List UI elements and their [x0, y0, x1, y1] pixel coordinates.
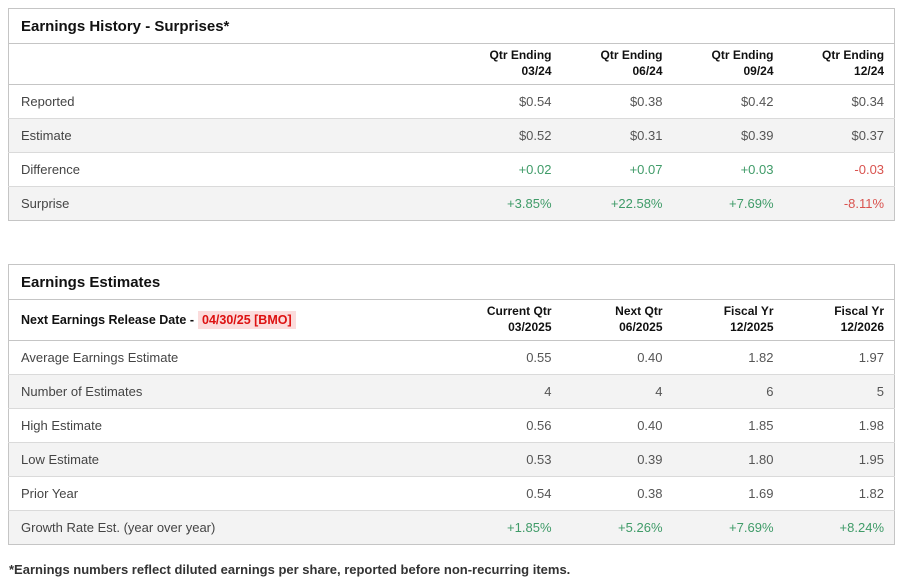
column-header-current-qtr: Current Qtr 03/2025 [450, 299, 562, 342]
table-row-prior-year: Prior Year 0.54 0.38 1.69 1.82 [8, 476, 895, 511]
cell-value: 0.55 [526, 350, 552, 366]
table-row-estimate: Estimate $0.52 $0.31 $0.39 $0.37 [8, 118, 895, 153]
row-label: Estimate [8, 118, 451, 153]
cell-value-positive: +0.02 [450, 152, 562, 187]
earnings-history-title-row: Earnings History - Surprises* [8, 8, 895, 44]
row-label: Average Earnings Estimate [21, 350, 179, 366]
cell-value-positive: +7.69% [672, 186, 784, 221]
cell-value: 1.82 [748, 350, 774, 366]
cell-value: 0.53 [450, 442, 562, 477]
cell-value: 0.54 [450, 476, 562, 511]
cell-value: 0.38 [561, 476, 673, 511]
cell-value: 1.85 [672, 408, 784, 443]
cell-value-positive: +3.85% [450, 186, 562, 221]
cell-value: 5 [783, 374, 895, 409]
cell-value: 0.56 [450, 408, 562, 443]
row-label: Reported [21, 94, 75, 110]
table-row-difference: Difference +0.02 +0.07 +0.03 -0.03 [8, 152, 895, 187]
cell-value: 4 [450, 374, 562, 409]
earnings-estimates-header-row: Next Earnings Release Date - 04/30/25 [BM… [8, 299, 895, 342]
column-header-fiscal-yr-2026: Fiscal Yr 12/2026 [783, 299, 895, 342]
table-row-low-estimate: Low Estimate 0.53 0.39 1.80 1.95 [8, 442, 895, 477]
cell-value-positive: +5.26% [561, 510, 673, 545]
column-header-next-qtr: Next Qtr 06/2025 [561, 299, 673, 342]
cell-value-positive: +22.58% [561, 186, 673, 221]
cell-value: 1.82 [783, 476, 895, 511]
cell-value: 0.40 [561, 408, 673, 443]
cell-value: $0.39 [672, 118, 784, 153]
table-row-high-estimate: High Estimate 0.56 0.40 1.85 1.98 [8, 408, 895, 443]
cell-value: $0.42 [740, 94, 774, 110]
earnings-footnote: *Earnings numbers reflect diluted earnin… [9, 562, 571, 578]
column-header-qtr-0324: Qtr Ending 03/24 [450, 43, 562, 86]
cell-value-positive: +7.69% [672, 510, 784, 545]
cell-value-negative: -8.11% [783, 186, 895, 221]
cell-value: 1.95 [783, 442, 895, 477]
cell-value-positive: +0.07 [561, 152, 673, 187]
row-label: Low Estimate [8, 442, 451, 477]
column-header-qtr-1224: Qtr Ending 12/24 [783, 43, 895, 86]
row-label: Surprise [8, 186, 451, 221]
earnings-history-title: Earnings History - Surprises* [8, 8, 895, 44]
earnings-estimates-title-row: Earnings Estimates [8, 264, 895, 301]
row-label: Number of Estimates [8, 374, 451, 409]
column-header-qtr-0624: Qtr Ending 06/24 [561, 43, 673, 86]
cell-value-positive: +8.24% [783, 510, 895, 545]
cell-value-positive: +0.03 [672, 152, 784, 187]
cell-value-positive: +1.85% [450, 510, 562, 545]
table-row-average-earnings-estimate: Average Earnings Estimate 0.55 0.40 1.82… [9, 341, 895, 375]
release-date-value: 04/30/25 [BMO] [198, 310, 296, 329]
release-date-label: Next Earnings Release Date - [21, 312, 194, 327]
cell-value: 1.80 [672, 442, 784, 477]
table-row-surprise: Surprise +3.85% +22.58% +7.69% -8.11% [8, 186, 895, 221]
cell-value: $0.54 [518, 94, 552, 110]
row-label: High Estimate [8, 408, 451, 443]
cell-value: 0.39 [561, 442, 673, 477]
cell-value: 1.97 [858, 350, 884, 366]
earnings-estimates-table: Earnings Estimates Next Earnings Release… [8, 264, 895, 546]
row-label: Growth Rate Est. (year over year) [8, 510, 451, 545]
cell-value: 1.69 [672, 476, 784, 511]
cell-value-negative: -0.03 [783, 152, 895, 187]
cell-value: $0.38 [629, 94, 663, 110]
table-row-reported: Reported $0.54 $0.38 $0.42 $0.34 [9, 85, 895, 119]
earnings-estimates-title: Earnings Estimates [8, 264, 895, 301]
column-header-qtr-0924: Qtr Ending 09/24 [672, 43, 784, 86]
cell-value: $0.37 [783, 118, 895, 153]
earnings-history-header-row: Qtr Ending 03/24 Qtr Ending 06/24 Qtr En… [8, 43, 895, 86]
row-label: Prior Year [8, 476, 451, 511]
cell-value: 6 [672, 374, 784, 409]
column-header-fiscal-yr-2025: Fiscal Yr 12/2025 [672, 299, 784, 342]
cell-value: $0.31 [561, 118, 673, 153]
row-label: Difference [8, 152, 451, 187]
next-earnings-release-date: Next Earnings Release Date - 04/30/25 [BM… [8, 299, 451, 342]
cell-value: 0.40 [637, 350, 663, 366]
table-row-number-of-estimates: Number of Estimates 4 4 6 5 [8, 374, 895, 409]
cell-value: $0.52 [450, 118, 562, 153]
cell-value: $0.34 [851, 94, 885, 110]
cell-value: 1.98 [783, 408, 895, 443]
table-row-growth-rate-est: Growth Rate Est. (year over year) +1.85%… [8, 510, 895, 545]
header-spacer [8, 43, 451, 86]
cell-value: 4 [561, 374, 673, 409]
earnings-history-table: Earnings History - Surprises* Qtr Ending… [8, 8, 896, 222]
